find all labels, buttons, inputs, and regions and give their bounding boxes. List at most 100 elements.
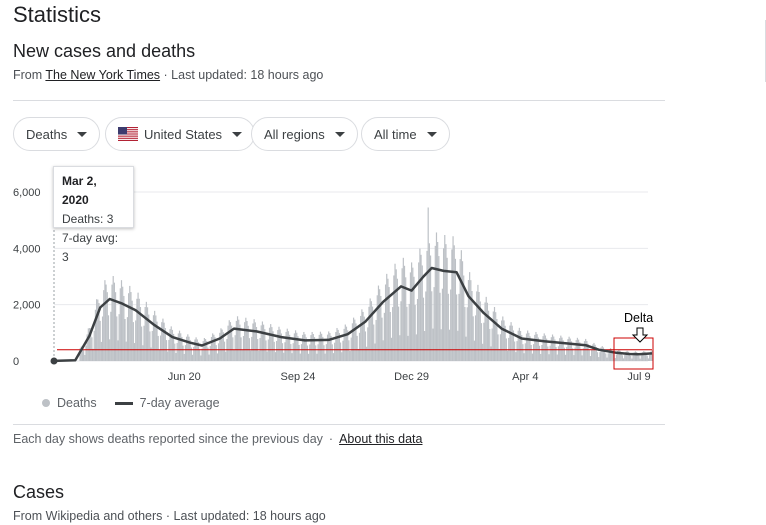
daily-bar xyxy=(136,298,138,361)
daily-bar xyxy=(383,312,385,361)
time-range-dropdown[interactable]: All time xyxy=(361,117,450,151)
daily-bar xyxy=(341,352,343,361)
daily-bar xyxy=(241,350,243,361)
daily-bar xyxy=(627,351,629,361)
daily-bar xyxy=(119,288,121,361)
daily-bar xyxy=(266,351,268,361)
down-arrow-icon xyxy=(631,327,649,343)
region-dropdown[interactable]: All regions xyxy=(251,117,358,151)
daily-bar xyxy=(120,280,123,361)
daily-bar xyxy=(431,291,433,361)
source-link-wikipedia[interactable]: Wikipedia xyxy=(45,509,100,523)
daily-bar xyxy=(377,285,380,361)
daily-bar xyxy=(532,344,535,361)
daily-bar xyxy=(307,353,310,361)
daily-bar xyxy=(560,335,562,361)
daily-bar xyxy=(424,331,426,361)
daily-bar xyxy=(512,330,515,361)
daily-bar xyxy=(325,344,327,361)
daily-bar xyxy=(647,358,650,361)
daily-bar xyxy=(412,267,414,361)
daily-bar xyxy=(265,340,267,361)
daily-bar xyxy=(187,334,189,361)
metric-dropdown[interactable]: Deaths xyxy=(13,117,101,151)
daily-bar xyxy=(258,350,260,361)
daily-bar xyxy=(601,346,603,361)
daily-bar xyxy=(563,347,565,361)
y-tick-label: 2,000 xyxy=(13,300,41,312)
daily-bar xyxy=(213,334,215,361)
daily-bar xyxy=(435,232,438,361)
daily-bar xyxy=(261,321,264,361)
daily-bar xyxy=(461,261,464,361)
daily-bar xyxy=(239,324,241,361)
daily-bar xyxy=(344,324,346,361)
daily-bar xyxy=(112,276,114,361)
daily-bar xyxy=(164,328,166,361)
daily-bar xyxy=(97,299,99,361)
daily-bar xyxy=(270,324,272,361)
source-link-nyt[interactable]: The New York Times xyxy=(45,68,161,82)
daily-bar xyxy=(438,256,440,361)
daily-bar xyxy=(473,340,475,361)
footnote-text: Each day shows deaths reported since the… xyxy=(13,432,323,446)
daily-bar xyxy=(619,350,621,361)
daily-bar xyxy=(401,268,403,361)
daily-bar xyxy=(195,337,197,361)
daily-bar xyxy=(165,340,168,361)
about-data-link[interactable]: About this data xyxy=(339,432,423,446)
region-dropdown-label: All regions xyxy=(264,126,325,142)
daily-bar xyxy=(620,352,622,361)
country-dropdown[interactable]: United States xyxy=(105,117,256,151)
daily-bar xyxy=(370,301,372,361)
cases-source-line: From Wikipedia and others · Last updated… xyxy=(13,509,326,523)
deaths-chart[interactable]: 0 2,000 4,000 6,000 Jun 20 Sep 24 Dec 29 Apr 4… xyxy=(0,160,766,390)
daily-bar xyxy=(641,352,644,361)
daily-bar xyxy=(216,353,219,361)
daily-bar xyxy=(90,328,92,361)
daily-bar xyxy=(186,336,188,361)
daily-bar xyxy=(175,353,177,361)
daily-bar xyxy=(646,355,648,361)
x-tick-label: Jul 9 xyxy=(627,371,650,383)
x-tick-label: Dec 29 xyxy=(394,371,429,383)
tooltip-average: 7-day avg: 3 xyxy=(62,231,119,264)
daily-bar xyxy=(516,341,518,361)
daily-bar xyxy=(529,336,531,361)
daily-bar xyxy=(222,332,224,361)
daily-bar xyxy=(98,303,100,361)
source-link-others[interactable]: others xyxy=(127,509,163,523)
y-tick-label: 6,000 xyxy=(13,187,41,199)
daily-bar xyxy=(425,291,427,361)
daily-bar xyxy=(542,336,544,361)
daily-bar xyxy=(289,334,291,361)
daily-bar xyxy=(356,335,358,361)
daily-bar xyxy=(452,236,454,361)
daily-bar xyxy=(628,352,631,361)
daily-bar xyxy=(594,344,596,361)
daily-bar xyxy=(293,333,295,361)
daily-bar xyxy=(581,355,583,361)
daily-bar xyxy=(572,348,574,361)
arrow-shape xyxy=(631,327,649,343)
daily-bar xyxy=(114,292,117,361)
daily-bar xyxy=(281,343,284,361)
daily-bar xyxy=(416,299,419,361)
daily-bar xyxy=(483,322,485,361)
daily-bar xyxy=(393,275,395,361)
daily-bar xyxy=(485,296,487,361)
daily-bar xyxy=(305,337,307,361)
daily-bar xyxy=(649,355,651,361)
daily-bar xyxy=(233,349,235,361)
daily-bar xyxy=(342,340,344,361)
daily-bar xyxy=(152,315,155,361)
daily-bar xyxy=(442,248,445,361)
daily-bar xyxy=(577,339,580,361)
daily-bar xyxy=(595,347,597,361)
daily-bar xyxy=(387,278,389,361)
daily-bar xyxy=(626,350,628,361)
daily-bar xyxy=(389,311,391,361)
daily-bar xyxy=(157,335,159,361)
section-title-cases-deaths: New cases and deaths xyxy=(13,41,196,61)
daily-bar xyxy=(634,351,637,361)
